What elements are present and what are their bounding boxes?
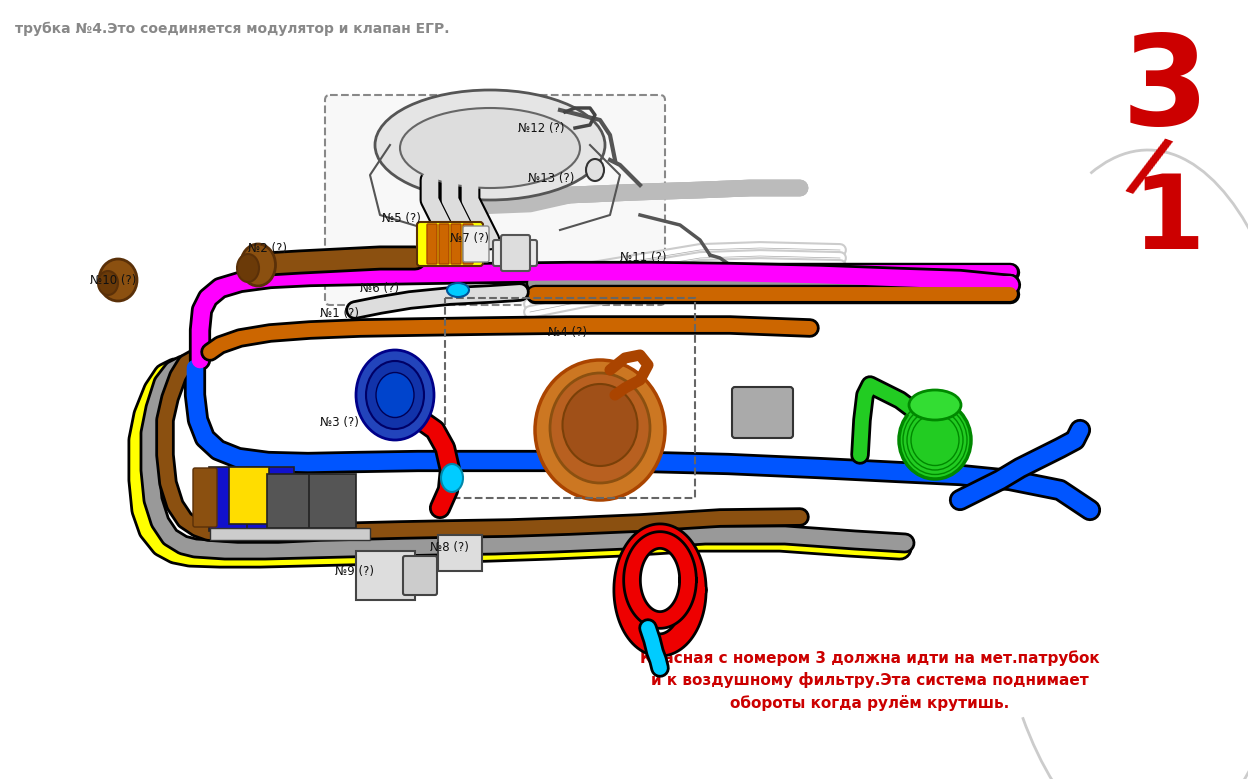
FancyBboxPatch shape [463, 224, 473, 264]
Ellipse shape [356, 350, 434, 440]
FancyBboxPatch shape [193, 468, 217, 527]
Text: №6 (?): №6 (?) [359, 281, 399, 294]
FancyBboxPatch shape [310, 474, 356, 528]
Text: №12 (?): №12 (?) [518, 122, 564, 135]
FancyBboxPatch shape [463, 226, 489, 262]
Text: трубка №4.Это соединяется модулятор и клапан ЕГР.: трубка №4.Это соединяется модулятор и кл… [15, 22, 449, 37]
Ellipse shape [237, 254, 260, 282]
Ellipse shape [241, 244, 276, 286]
Text: 3: 3 [1122, 30, 1208, 151]
Ellipse shape [366, 361, 424, 429]
FancyBboxPatch shape [208, 467, 266, 531]
Text: №9 (?): №9 (?) [334, 566, 374, 579]
FancyBboxPatch shape [403, 556, 437, 595]
Text: №7 (?): №7 (?) [451, 231, 489, 245]
Text: №11 (?): №11 (?) [620, 252, 666, 265]
Ellipse shape [99, 271, 119, 295]
Text: Красная с номером 3 должна идти на мет.патрубок
и к воздушному фильтру.Эта систе: Красная с номером 3 должна идти на мет.п… [640, 650, 1099, 710]
FancyBboxPatch shape [439, 224, 449, 264]
Text: №10 (?): №10 (?) [90, 273, 136, 287]
Ellipse shape [550, 373, 650, 483]
Ellipse shape [909, 390, 961, 420]
Ellipse shape [899, 401, 971, 479]
Ellipse shape [563, 384, 638, 466]
Ellipse shape [376, 372, 414, 418]
Ellipse shape [99, 259, 137, 301]
Bar [210, 528, 369, 540]
Ellipse shape [535, 360, 665, 500]
Text: 1: 1 [1132, 170, 1204, 271]
FancyBboxPatch shape [427, 224, 437, 264]
FancyBboxPatch shape [356, 551, 416, 600]
Text: №2 (?): №2 (?) [248, 241, 287, 255]
FancyBboxPatch shape [228, 467, 270, 524]
Text: /: / [1122, 130, 1174, 209]
Bar [446, 298, 695, 498]
Text: №8 (?): №8 (?) [431, 541, 469, 555]
Ellipse shape [447, 283, 469, 297]
Text: №4 (?): №4 (?) [548, 326, 587, 339]
FancyBboxPatch shape [247, 467, 295, 531]
Text: №3 (?): №3 (?) [319, 415, 359, 428]
FancyBboxPatch shape [493, 240, 537, 266]
Text: №5 (?): №5 (?) [382, 212, 421, 224]
FancyBboxPatch shape [733, 387, 792, 438]
FancyBboxPatch shape [324, 95, 665, 305]
Ellipse shape [587, 159, 604, 181]
Ellipse shape [401, 108, 580, 188]
FancyBboxPatch shape [267, 474, 319, 528]
FancyBboxPatch shape [438, 535, 482, 571]
FancyBboxPatch shape [500, 235, 530, 271]
FancyBboxPatch shape [451, 224, 461, 264]
Text: №1 (?): №1 (?) [319, 306, 359, 319]
Ellipse shape [441, 464, 463, 492]
Text: №13 (?): №13 (?) [528, 171, 574, 185]
Ellipse shape [374, 90, 605, 200]
FancyBboxPatch shape [417, 222, 483, 266]
